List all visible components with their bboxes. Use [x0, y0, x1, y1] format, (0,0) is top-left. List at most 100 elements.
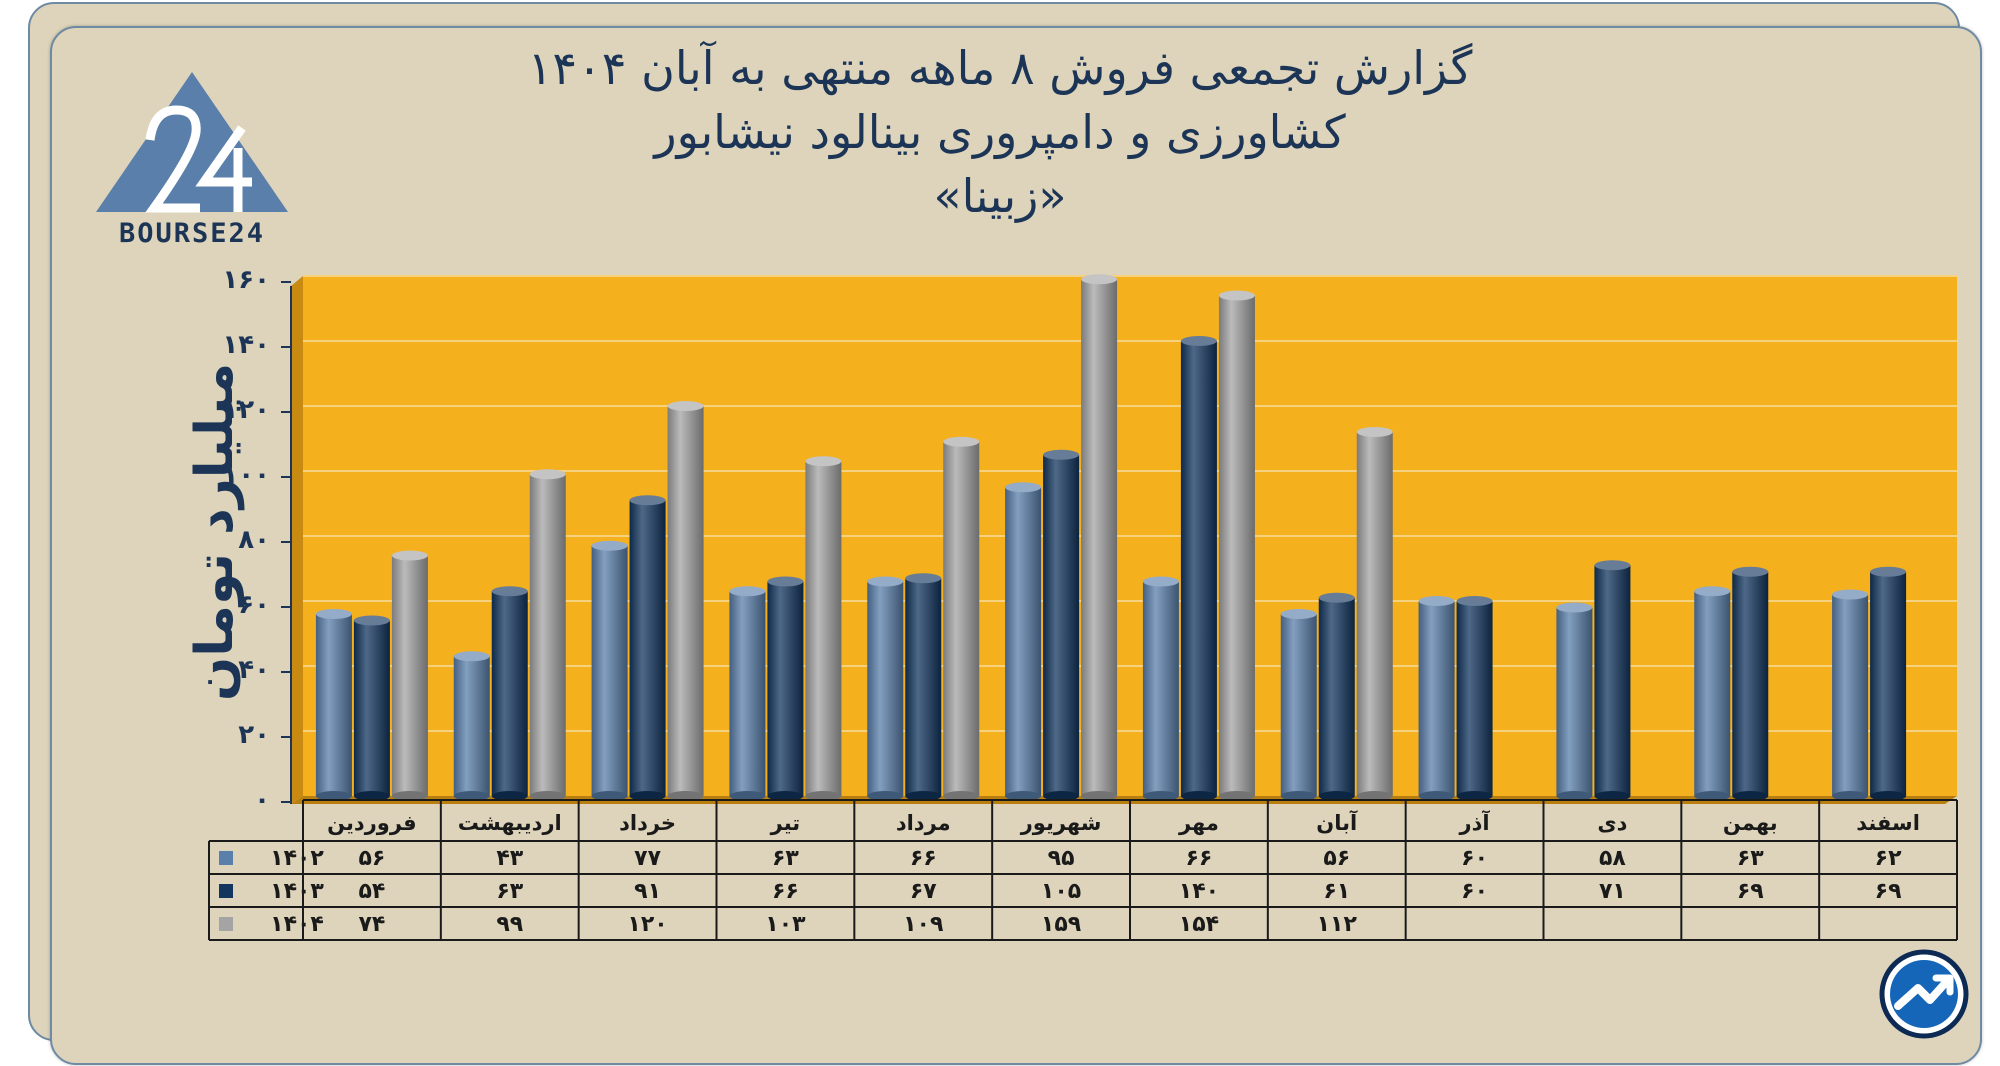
trend-arrow-icon[interactable] [1878, 948, 1970, 1040]
bar-top [1456, 596, 1493, 606]
bar-base [667, 791, 704, 801]
category-label: بهمن [1723, 811, 1778, 835]
bar-top [391, 550, 428, 561]
bar [591, 540, 628, 801]
data-label: ۵۴ [358, 879, 385, 904]
bar-base [805, 791, 842, 801]
bar [1005, 482, 1042, 801]
bar [1218, 290, 1255, 801]
data-label: ۶۹ [1875, 879, 1902, 904]
y-tick-label: ۱۶۰ [222, 265, 270, 295]
bar-top [1732, 566, 1769, 577]
data-label: ۹۹ [496, 912, 523, 937]
legend-label: ۱۴۰۳ [270, 879, 324, 904]
bar [391, 550, 428, 801]
data-label: ۶۰ [1461, 846, 1488, 871]
bar-top [1694, 586, 1731, 597]
legend-label: ۱۴۰۲ [270, 846, 324, 871]
category-label: شهریور [1020, 811, 1102, 835]
bourse24-logo-icon [96, 72, 288, 213]
bar-body [1005, 487, 1042, 796]
bar-body [629, 500, 666, 796]
data-label: ۷۱ [1599, 879, 1626, 904]
bar-base [1556, 791, 1593, 801]
legend-swatch [219, 851, 233, 865]
bar [529, 469, 566, 801]
bar-base [529, 791, 566, 801]
bar [1142, 576, 1179, 801]
data-label: ۱۵۹ [1041, 912, 1081, 937]
bar-body [1732, 571, 1769, 796]
bar [1418, 596, 1455, 801]
bar [905, 573, 942, 801]
bar-body [453, 656, 490, 796]
category-label: اسفند [1856, 811, 1920, 835]
bar [353, 615, 390, 801]
title-line-2: کشاورزی و دامپروری بینالود نیشابور [654, 105, 1346, 159]
bar-top [1418, 596, 1455, 606]
data-label: ۶۳ [496, 879, 523, 904]
data-label: ۶۷ [910, 879, 937, 904]
data-label: ۶۶ [1185, 846, 1212, 871]
data-label: ۶۶ [772, 879, 799, 904]
bar-base [453, 791, 490, 801]
bar-body [1081, 279, 1118, 796]
y-tick-label: ۶۰ [238, 590, 270, 620]
data-label: ۱۴۰ [1179, 879, 1219, 904]
bar [1043, 449, 1080, 801]
data-label: ۵۸ [1599, 846, 1626, 871]
bar-top [315, 609, 352, 619]
bar-base [943, 791, 980, 801]
bar-base [867, 791, 904, 801]
data-label: ۵۶ [358, 846, 385, 871]
bar [1556, 602, 1593, 801]
bar-top [1556, 602, 1593, 613]
bar [1318, 592, 1355, 801]
bar-top [353, 615, 390, 626]
bar-body [1318, 597, 1355, 796]
y-tick-label: ۱۰۰ [222, 460, 270, 490]
bar-base [1356, 791, 1393, 801]
bar-top [1043, 449, 1080, 460]
data-label: ۱۱۲ [1317, 912, 1358, 937]
bar-base [1456, 791, 1493, 801]
bar-body [943, 441, 980, 796]
bar-body [1142, 581, 1179, 796]
category-label: دی [1597, 811, 1627, 835]
bar-base [1142, 791, 1179, 801]
bar [729, 586, 766, 801]
bar [1180, 336, 1217, 801]
bar-body [1180, 341, 1217, 796]
category-label: خرداد [619, 811, 676, 835]
data-label: ۱۰۹ [903, 912, 943, 937]
bar-base [1180, 791, 1217, 801]
bar [1594, 560, 1631, 801]
bar-top [453, 651, 490, 662]
bar [805, 456, 842, 801]
data-label: ۹۱ [634, 879, 661, 904]
bar-top [1318, 592, 1355, 603]
bar-base [905, 791, 942, 801]
y-tick-label: ۱۴۰ [222, 330, 270, 360]
bar-top [905, 573, 942, 584]
bar-body [1218, 295, 1255, 796]
data-label: ۱۵۴ [1179, 912, 1219, 937]
category-label: آبان [1316, 810, 1358, 835]
bar-base [315, 791, 352, 801]
bar-base [629, 791, 666, 801]
bar-top [591, 540, 628, 551]
category-label: مهر [1178, 811, 1219, 835]
bar-body [867, 581, 904, 796]
bar-top [491, 586, 528, 597]
bar-base [353, 791, 390, 801]
bar-top [1356, 427, 1393, 437]
legend-swatch [219, 884, 233, 898]
bar-top [529, 469, 566, 480]
data-label: ۶۶ [910, 846, 937, 871]
bar-base [391, 791, 428, 801]
y-tick-label: ۰ [254, 785, 270, 815]
title-line-1: گزارش تجمعی فروش ۸ ماهه منتهی به آبان ۱۴… [527, 41, 1473, 95]
bar-top [805, 456, 842, 467]
bar-base [591, 791, 628, 801]
